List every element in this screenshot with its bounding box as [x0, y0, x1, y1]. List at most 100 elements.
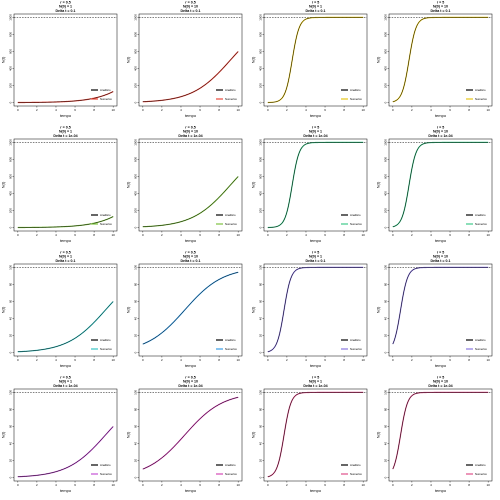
legend-label: Analitico [225, 88, 236, 92]
y-tick-label: 400 [134, 191, 138, 196]
y-tick-label: 800 [134, 157, 138, 162]
x-tick-label: 2 [286, 358, 288, 362]
y-tick-label: 0 [134, 226, 138, 228]
x-tick-label: 8 [93, 358, 95, 362]
y-tick-label: 800 [384, 32, 388, 37]
x-tick-label: 0 [267, 358, 269, 362]
plot-frame [388, 388, 493, 482]
x-axis-label: tempo [185, 238, 197, 243]
legend-label: Analitico [100, 338, 111, 342]
y-tick-label: 60 [259, 424, 263, 428]
y-tick-label: 400 [259, 191, 263, 196]
x-tick-label: 4 [55, 483, 57, 487]
x-tick-label: 6 [449, 108, 451, 112]
y-axis-label: N(t) [126, 56, 131, 63]
x-tick-label: 2 [161, 233, 163, 237]
series-line-analitico [392, 17, 489, 102]
y-tick-label: 100 [384, 265, 388, 270]
y-tick-label: 200 [9, 83, 13, 88]
legend-label: Analitico [350, 88, 361, 92]
y-tick-label: 100 [134, 390, 138, 395]
x-axis-label: tempo [435, 113, 447, 118]
x-tick-label: 0 [142, 108, 144, 112]
x-tick-label: 4 [305, 358, 307, 362]
x-tick-label: 8 [343, 108, 345, 112]
y-tick-label: 1000 [9, 14, 13, 21]
chart-title-line: N(0) = 1 [309, 380, 322, 384]
y-tick-label: 800 [134, 32, 138, 37]
legend-label: Numerico [475, 347, 487, 351]
series-line-numerico [392, 16, 489, 103]
x-tick-label: 10 [362, 108, 366, 112]
y-tick-label: 200 [9, 208, 13, 213]
chart-title-line: N(0) = 10 [433, 5, 448, 9]
x-tick-label: 2 [411, 483, 413, 487]
y-tick-label: 600 [134, 49, 138, 54]
y-tick-label: 0 [134, 351, 138, 353]
x-axis-label: tempo [60, 363, 72, 368]
y-axis-label: N(t) [251, 181, 256, 188]
x-tick-label: 0 [142, 483, 144, 487]
chart-title-line: r = 5 [312, 251, 320, 255]
x-tick-label: 2 [411, 358, 413, 362]
y-tick-label: 400 [9, 66, 13, 71]
chart-title-line: Delta t = 0.1 [55, 9, 75, 13]
x-axis-label: tempo [310, 113, 322, 118]
y-tick-label: 100 [384, 390, 388, 395]
legend-label: Numerico [350, 472, 362, 476]
y-tick-label: 1000 [134, 139, 138, 146]
series-line-analitico [267, 392, 364, 477]
x-tick-label: 2 [286, 483, 288, 487]
x-axis-label: tempo [435, 488, 447, 493]
y-tick-label: 1000 [259, 139, 263, 146]
series-line-numerico [267, 266, 364, 353]
y-tick-label: 40 [259, 317, 263, 321]
plot-frame [388, 13, 493, 107]
x-axis-label: tempo [435, 363, 447, 368]
x-tick-label: 6 [449, 483, 451, 487]
y-tick-label: 0 [134, 101, 138, 103]
x-tick-label: 8 [218, 483, 220, 487]
legend-label: Analitico [225, 463, 236, 467]
y-axis-label: N(t) [376, 306, 381, 313]
x-tick-label: 4 [430, 483, 432, 487]
x-tick-label: 0 [392, 358, 394, 362]
series-line-analitico [142, 272, 239, 345]
series-line-analitico [267, 267, 364, 352]
y-tick-label: 20 [9, 459, 13, 463]
plot-frame [13, 388, 118, 482]
x-tick-label: 2 [36, 358, 38, 362]
y-tick-label: 20 [259, 334, 263, 338]
chart-title-line: r = 0.5 [60, 1, 71, 5]
chart-title-line: r = 5 [437, 251, 445, 255]
y-tick-label: 20 [134, 459, 138, 463]
x-tick-label: 4 [55, 358, 57, 362]
x-tick-label: 8 [468, 483, 470, 487]
x-tick-label: 2 [411, 108, 413, 112]
series-line-numerico [142, 51, 239, 103]
x-axis-label: tempo [185, 488, 197, 493]
y-axis-label: N(t) [1, 56, 6, 63]
series-line-analitico [267, 17, 364, 103]
x-tick-label: 0 [267, 108, 269, 112]
y-tick-label: 1000 [384, 14, 388, 21]
y-tick-label: 100 [259, 265, 263, 270]
chart-title-line: Delta t = 1e-04 [303, 384, 327, 388]
x-tick-label: 8 [343, 358, 345, 362]
y-tick-label: 20 [384, 459, 388, 463]
y-tick-label: 200 [134, 208, 138, 213]
x-axis-label: tempo [60, 238, 72, 243]
legend-label: Numerico [350, 347, 362, 351]
x-tick-label: 10 [112, 483, 116, 487]
x-tick-label: 10 [487, 108, 491, 112]
series-line-analitico [17, 216, 114, 228]
x-axis-label: tempo [60, 113, 72, 118]
y-tick-label: 600 [9, 49, 13, 54]
y-tick-label: 80 [9, 282, 13, 286]
y-tick-label: 400 [134, 66, 138, 71]
